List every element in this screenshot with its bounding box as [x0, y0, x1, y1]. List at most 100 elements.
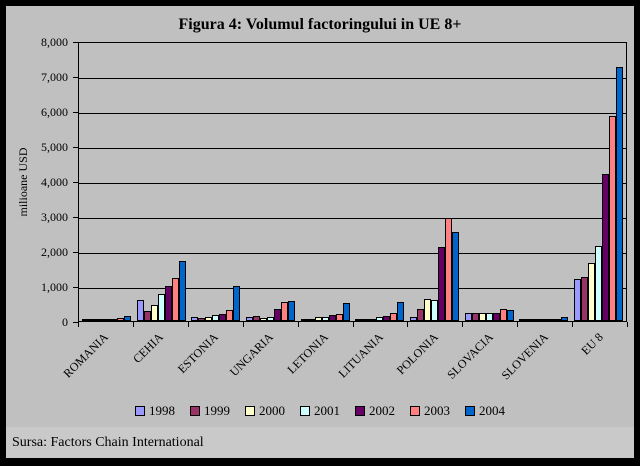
bar-2003 — [280, 302, 288, 321]
bar-group-letonia — [298, 43, 353, 321]
bar-2000 — [369, 319, 377, 321]
legend-item-2001: 2001 — [300, 403, 340, 419]
bar-1999 — [307, 319, 315, 321]
legend: 1998 1999 2000 2001 2002 2003 2004 — [6, 402, 634, 420]
bar-2001 — [595, 246, 603, 321]
bar-2002 — [328, 315, 336, 321]
y-tick-mark — [73, 287, 78, 288]
bar-group-romania — [79, 43, 134, 321]
y-tick-label: 3,000 — [41, 210, 68, 224]
legend-label: 2002 — [369, 403, 395, 418]
legend-item-2002: 2002 — [355, 403, 395, 419]
bar-group-estonia — [188, 43, 243, 321]
y-tick-label: 7,000 — [41, 70, 68, 84]
legend-item-2004: 2004 — [465, 403, 505, 419]
x-tick-mark — [627, 322, 628, 327]
y-tick-mark — [73, 322, 78, 323]
bar-2004 — [506, 310, 514, 321]
legend-label: 2003 — [424, 403, 450, 418]
bar-2003 — [171, 278, 179, 321]
bar-2003 — [116, 318, 124, 321]
bar-1999 — [252, 316, 260, 321]
y-tick-mark — [73, 42, 78, 43]
gridline — [79, 77, 626, 79]
source-note: Sursa: Factors Chain International — [6, 427, 634, 458]
legend-swatch-2000 — [245, 406, 255, 416]
gridline — [79, 287, 626, 289]
bar-1998 — [355, 319, 363, 321]
legend-label: 1999 — [204, 403, 230, 418]
y-tick-mark — [73, 112, 78, 113]
chart-background: Figura 4: Volumul factoringului in UE 8+… — [6, 6, 634, 458]
legend-label: 2001 — [314, 403, 340, 418]
gridline — [79, 147, 626, 149]
bar-2000 — [588, 263, 596, 321]
bar-2004 — [287, 301, 295, 321]
bar-2003 — [499, 309, 507, 321]
bar-1998 — [136, 300, 144, 321]
bar-2000 — [478, 313, 486, 321]
x-tick-mark — [517, 322, 519, 327]
y-tick-label: 2,000 — [41, 245, 68, 259]
source-text: Sursa: Factors Chain International — [12, 434, 204, 450]
bar-1999 — [362, 319, 370, 321]
x-tick-mark — [407, 322, 409, 327]
bar-2002 — [492, 313, 500, 321]
bar-2004 — [178, 261, 186, 321]
gridline — [79, 182, 626, 184]
bar-2004 — [452, 232, 460, 321]
legend-item-2000: 2000 — [245, 403, 285, 419]
x-tick-mark — [242, 322, 244, 327]
bar-2001 — [266, 317, 274, 321]
bar-2003 — [609, 116, 617, 321]
bar-2000 — [150, 305, 158, 321]
bar-group-slovacia — [462, 43, 517, 321]
y-tick-label: 6,000 — [41, 105, 68, 119]
bar-1999 — [526, 319, 534, 321]
y-tick-mark — [73, 147, 78, 148]
y-tick-label: 5,000 — [41, 140, 68, 154]
bar-2004 — [397, 302, 405, 321]
legend-swatch-2001 — [300, 406, 310, 416]
bar-2000 — [314, 317, 322, 321]
y-tick-mark — [73, 252, 78, 253]
gridline — [79, 112, 626, 114]
y-tick-mark — [73, 77, 78, 78]
x-tick-mark — [297, 322, 299, 327]
legend-swatch-2003 — [410, 406, 420, 416]
bar-2002 — [109, 319, 117, 321]
bar-group-eu-8 — [571, 43, 626, 321]
legend-label: 2000 — [259, 403, 285, 418]
bar-1998 — [81, 319, 89, 321]
bar-1998 — [464, 313, 472, 321]
bar-2003 — [554, 319, 562, 321]
bar-1998 — [300, 319, 308, 321]
y-tick-mark — [73, 182, 78, 183]
bar-1999 — [581, 277, 589, 321]
y-tick-label: 1,000 — [41, 280, 68, 294]
gridline — [79, 217, 626, 219]
legend-swatch-1998 — [135, 406, 145, 416]
bar-2001 — [376, 317, 384, 321]
y-tick-label: 0 — [62, 315, 68, 329]
x-tick-mark — [572, 322, 574, 327]
legend-swatch-2002 — [355, 406, 365, 416]
x-tick-mark — [132, 322, 134, 327]
bar-1998 — [574, 279, 582, 321]
bar-2002 — [219, 314, 227, 321]
legend-label: 2004 — [479, 403, 505, 418]
legend-swatch-2004 — [465, 406, 475, 416]
x-tick-mark — [462, 322, 464, 327]
bar-2003 — [445, 218, 453, 321]
bar-2001 — [540, 319, 548, 321]
bar-2002 — [438, 247, 446, 321]
x-tick-mark — [187, 322, 189, 327]
bar-1998 — [245, 317, 253, 321]
bar-2001 — [485, 313, 493, 321]
bar-2000 — [424, 299, 432, 321]
bar-group-ungaria — [243, 43, 298, 321]
bar-1998 — [519, 319, 527, 321]
bar-group-polonia — [407, 43, 462, 321]
x-tick-mark — [352, 322, 354, 327]
legend-swatch-1999 — [190, 406, 200, 416]
